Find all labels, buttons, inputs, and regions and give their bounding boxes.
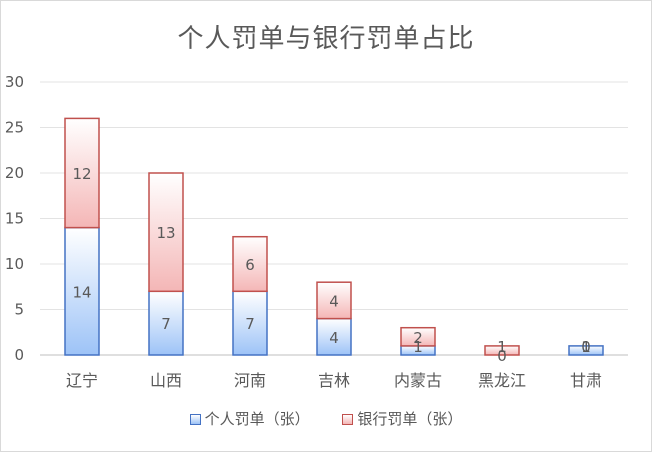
- data-label: 1: [581, 338, 591, 356]
- data-label: 7: [161, 315, 171, 333]
- data-label: 2: [413, 329, 423, 347]
- y-tick-label: 30: [5, 73, 24, 91]
- data-label: 7: [245, 315, 255, 333]
- x-tick-label: 吉林: [318, 371, 350, 390]
- bar-bank[interactable]: [316, 281, 352, 320]
- data-label: 4: [329, 292, 339, 310]
- bar-bank[interactable]: [232, 235, 268, 293]
- x-tick-label: 甘肃: [570, 371, 602, 390]
- data-label: 14: [72, 283, 91, 301]
- data-label: 13: [156, 224, 175, 242]
- data-label: 1: [497, 338, 507, 356]
- bar-personal[interactable]: [316, 317, 352, 356]
- y-tick-label: 10: [5, 255, 24, 273]
- y-tick-label: 0: [14, 346, 24, 364]
- bar-personal[interactable]: [568, 345, 604, 356]
- bar-bank[interactable]: [400, 326, 436, 347]
- x-tick-label: 河南: [234, 371, 266, 390]
- x-tick-label: 山西: [150, 371, 182, 390]
- y-axis: 0 5 10 15 20 25 30: [5, 73, 24, 364]
- bar-personal[interactable]: [232, 290, 268, 356]
- y-tick-label: 5: [14, 301, 24, 319]
- legend-label-personal: 个人罚单（张）: [204, 410, 310, 428]
- data-label: 4: [329, 329, 339, 347]
- legend-swatch-personal: [189, 414, 201, 425]
- x-tick-label: 辽宁: [66, 371, 98, 390]
- x-tick-label: 黑龙江: [478, 371, 526, 390]
- data-label: 6: [245, 256, 255, 274]
- x-axis: 辽宁 山西 河南 吉林 内蒙古 黑龙江 甘肃: [66, 371, 602, 390]
- bars: [64, 117, 604, 356]
- legend-item-bank[interactable]: 银行罚单（张）: [342, 408, 462, 429]
- legend: 个人罚单（张） 银行罚单（张）: [0, 408, 652, 429]
- data-label: 0: [581, 338, 591, 356]
- y-tick-label: 25: [5, 119, 24, 137]
- data-label: 0: [497, 347, 507, 365]
- bar-personal[interactable]: [148, 290, 184, 356]
- bar-bank[interactable]: [484, 345, 520, 356]
- bar-bank[interactable]: [64, 117, 100, 229]
- data-label: 1: [413, 338, 423, 356]
- y-tick-label: 15: [5, 210, 24, 228]
- data-label: 12: [72, 165, 91, 183]
- y-tick-label: 20: [5, 164, 24, 182]
- legend-item-personal[interactable]: 个人罚单（张）: [189, 408, 310, 429]
- legend-label-bank: 银行罚单（张）: [357, 410, 463, 428]
- bar-bank[interactable]: [148, 172, 184, 293]
- x-tick-label: 内蒙古: [394, 371, 442, 390]
- legend-swatch-bank: [342, 414, 354, 425]
- chart-title: 个人罚单与银行罚单占比: [177, 24, 475, 54]
- gridlines: [40, 81, 628, 356]
